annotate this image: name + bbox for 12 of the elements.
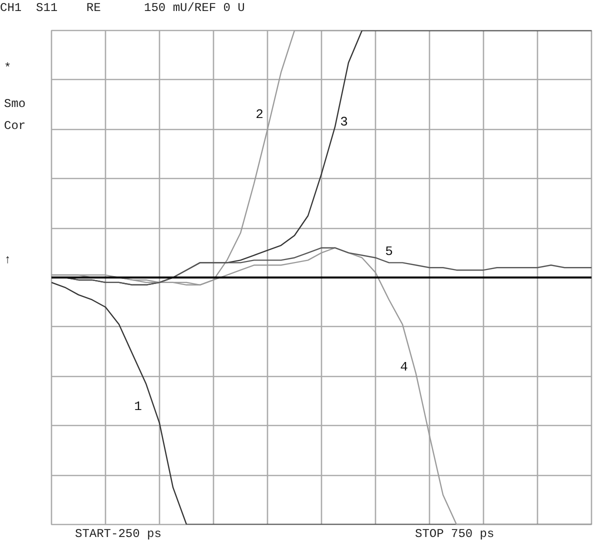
text: START-250 ps: [75, 526, 162, 543]
series-label: 1: [134, 399, 142, 414]
text: *: [4, 60, 12, 77]
text: ↑: [4, 252, 12, 269]
text: STOP 750 ps: [415, 526, 494, 543]
text: Smo: [4, 96, 26, 113]
text: Cor: [4, 118, 26, 135]
series-label: 4: [400, 359, 408, 374]
series-label: 2: [256, 106, 264, 122]
series-label: 5: [385, 244, 393, 260]
chart-title: CH1 S11 RE 150 mU/REF 0 U: [0, 0, 245, 17]
series-label: 3: [340, 114, 348, 130]
